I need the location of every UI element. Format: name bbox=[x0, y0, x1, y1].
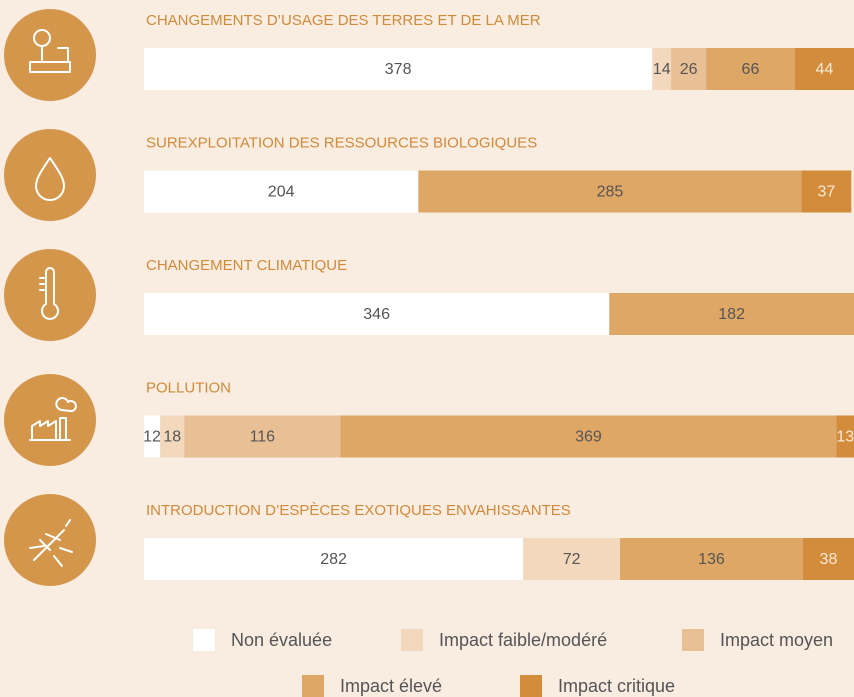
legend-label: Impact faible/modéré bbox=[439, 630, 607, 650]
bar-segment bbox=[144, 48, 653, 90]
icon-water-glyph bbox=[35, 157, 65, 201]
icon-water bbox=[4, 129, 96, 221]
legend-label: Impact élevé bbox=[340, 676, 442, 696]
value-label: 346 bbox=[363, 306, 390, 323]
icon-pollution-glyph bbox=[29, 397, 77, 441]
bar-segment bbox=[144, 170, 419, 213]
category-title: POLLUTION bbox=[146, 379, 231, 396]
bar-segment bbox=[620, 538, 803, 580]
legend-swatch bbox=[682, 629, 704, 651]
icon-land bbox=[4, 9, 96, 101]
value-label: 26 bbox=[680, 61, 698, 78]
bar-segment bbox=[184, 415, 341, 458]
value-label: 116 bbox=[250, 429, 276, 446]
icon-mosquito-glyph bbox=[29, 519, 73, 567]
bar-segment bbox=[340, 415, 837, 458]
bar-segment bbox=[144, 293, 610, 335]
icon-mosquito bbox=[4, 494, 96, 586]
bar-segment bbox=[144, 415, 161, 458]
category-title: SUREXPLOITATION DES RESSOURCES BIOLOGIQU… bbox=[146, 134, 537, 151]
value-label: 369 bbox=[575, 429, 602, 446]
legend-swatch bbox=[401, 629, 423, 651]
legend-label: Non évaluée bbox=[231, 630, 332, 650]
value-label: 18 bbox=[163, 429, 181, 446]
bar-segment bbox=[671, 48, 707, 90]
legend-label: Impact moyen bbox=[720, 630, 833, 650]
value-label: 13 bbox=[836, 429, 854, 446]
icons bbox=[4, 9, 96, 586]
bar-segment bbox=[836, 415, 854, 458]
value-label: 38 bbox=[820, 551, 838, 568]
value-label: 204 bbox=[268, 184, 295, 201]
value-label: 66 bbox=[742, 61, 760, 78]
value-label: 378 bbox=[385, 61, 412, 78]
value-label: 14 bbox=[653, 61, 671, 78]
icon-land-glyph bbox=[29, 29, 71, 73]
value-label: 282 bbox=[320, 551, 347, 568]
category-title: CHANGEMENTS D’USAGE DES TERRES ET DE LA … bbox=[146, 12, 541, 29]
legend-label: Impact critique bbox=[558, 676, 675, 696]
legend-swatch bbox=[302, 675, 324, 697]
legend-swatch bbox=[520, 675, 542, 697]
category-title: CHANGEMENT CLIMATIQUE bbox=[146, 257, 347, 274]
bar-segment bbox=[144, 538, 524, 580]
value-label: 285 bbox=[597, 184, 624, 201]
value-label: 12 bbox=[143, 429, 161, 446]
icon-climate bbox=[4, 249, 96, 341]
bar-segment bbox=[418, 170, 802, 213]
legend-swatch bbox=[193, 629, 215, 651]
bar-segment bbox=[794, 48, 854, 90]
value-label: 44 bbox=[816, 61, 834, 78]
value-label: 37 bbox=[818, 184, 836, 201]
bar-segment bbox=[801, 170, 852, 213]
bar-segment bbox=[802, 538, 854, 580]
bar-segment bbox=[706, 48, 795, 90]
icon-climate-glyph bbox=[39, 267, 59, 320]
bar-segment bbox=[652, 48, 672, 90]
bar-segment bbox=[609, 293, 854, 335]
category-title: INTRODUCTION D’ESPÈCES EXOTIQUES ENVAHIS… bbox=[146, 502, 571, 519]
value-label: 182 bbox=[718, 306, 745, 323]
bar-segment bbox=[523, 538, 621, 580]
value-label: 72 bbox=[563, 551, 581, 568]
bar-segment bbox=[160, 415, 185, 458]
icon-pollution bbox=[4, 374, 96, 466]
value-label: 136 bbox=[698, 551, 725, 568]
